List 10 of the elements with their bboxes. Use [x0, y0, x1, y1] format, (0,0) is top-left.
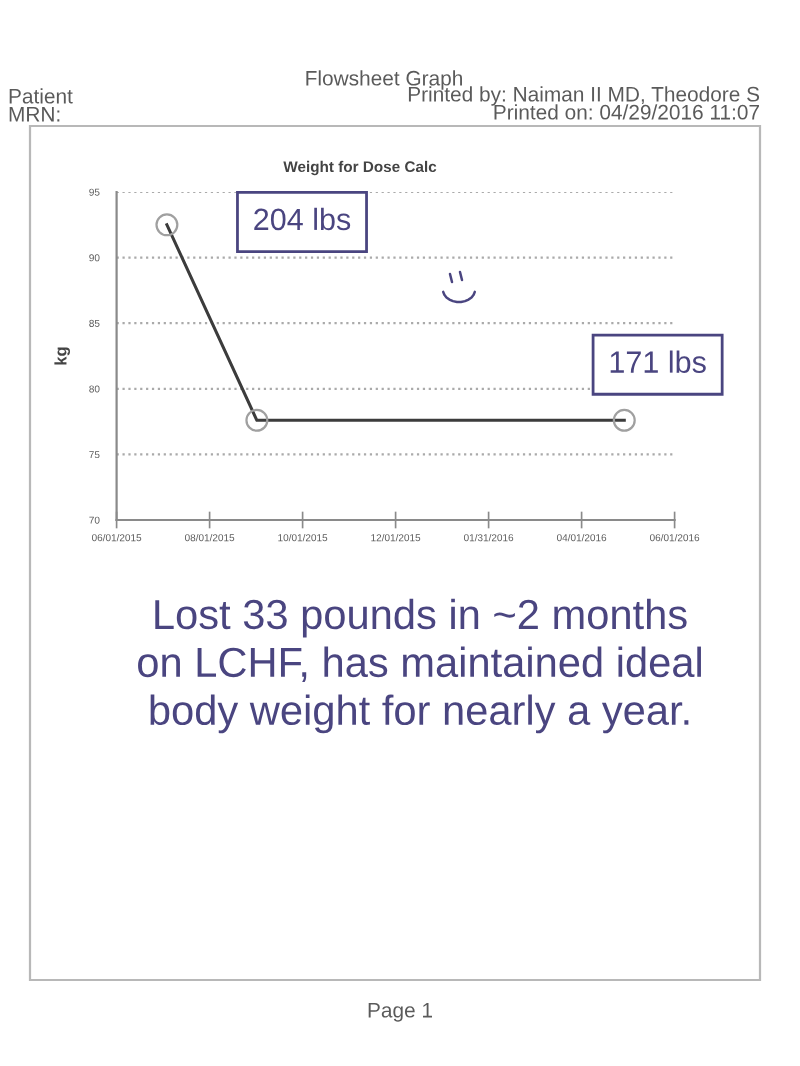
annotation: 171 lbs — [610, 350, 706, 373]
y-axis-title: kg — [54, 347, 70, 365]
text: Flowsheet Graph — [306, 70, 462, 90]
text: Printed on: 04/29/2016 11:07 — [494, 104, 759, 120]
annotation: 204 lbs — [254, 207, 351, 231]
text: Printed by: Naiman II MD, Theodore S — [408, 86, 760, 106]
text: Patient — [9, 88, 73, 104]
text: MRN: — [9, 107, 60, 122]
text: Lost 33 pounds in ~2 months on LCHF, has maintained ideal body weight for nearly a year. — [138, 598, 701, 734]
text: Page 1 — [368, 1003, 432, 1022]
